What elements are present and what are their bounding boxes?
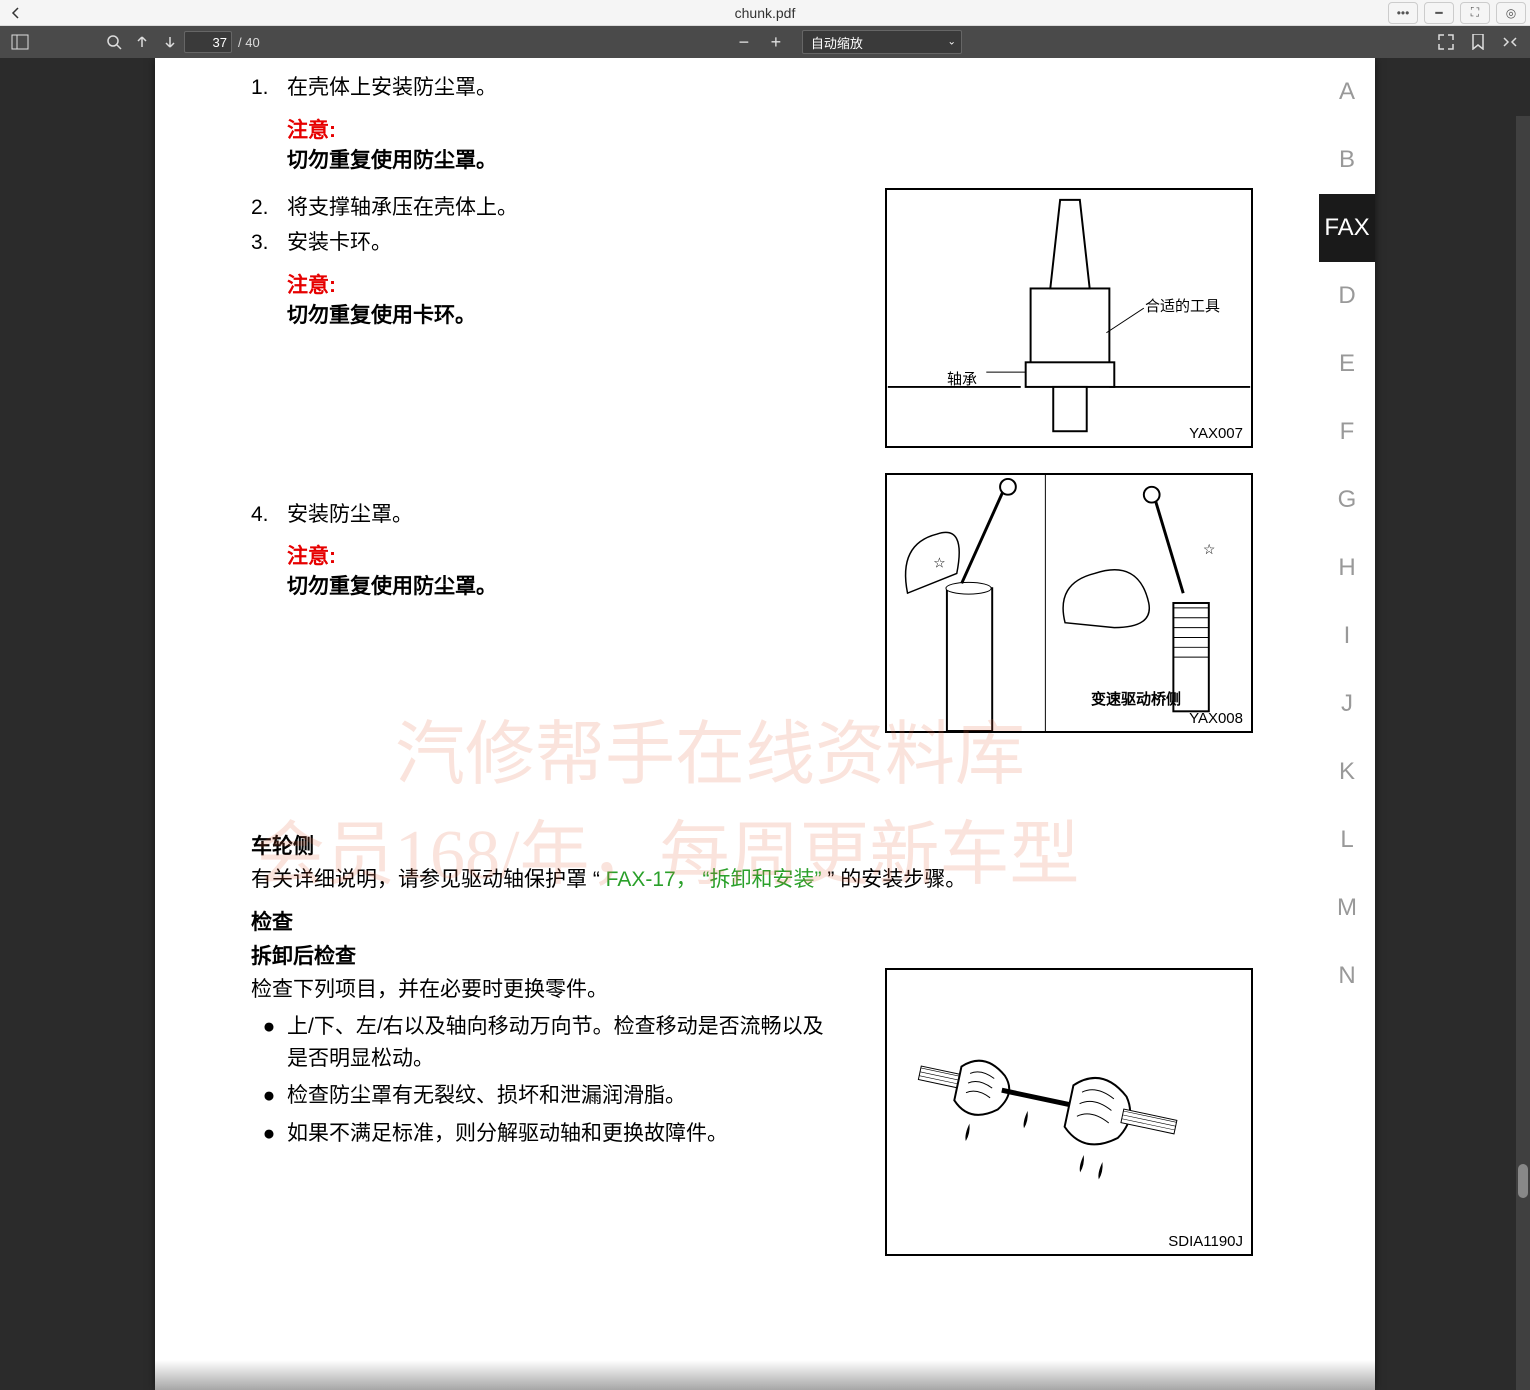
back-button[interactable] bbox=[4, 1, 28, 25]
zoom-in-button[interactable]: + bbox=[762, 28, 790, 56]
list-item: ● 检查防尘罩有无裂纹、损坏和泄漏润滑脂。 bbox=[251, 1080, 831, 1112]
next-page-button[interactable] bbox=[156, 28, 184, 56]
list-item: 3. 安装卡环。 bbox=[251, 227, 891, 259]
section-tab-fax[interactable]: FAX bbox=[1319, 194, 1375, 262]
prev-page-button[interactable] bbox=[128, 28, 156, 56]
wheel-side-heading: 车轮侧 bbox=[251, 830, 1335, 860]
bullet-text: 检查防尘罩有无裂纹、损坏和泄漏润滑脂。 bbox=[287, 1080, 686, 1112]
zoom-out-button[interactable]: − bbox=[730, 28, 758, 56]
figure-yax008: ☆ ☆ 变速驱动桥侧 YAX008 bbox=[885, 473, 1253, 733]
section-tab-e[interactable]: E bbox=[1319, 330, 1375, 398]
svg-text:☆: ☆ bbox=[1203, 542, 1215, 557]
bullet-text: 如果不满足标准，则分解驱动轴和更换故障件。 bbox=[287, 1118, 728, 1150]
svg-text:☆: ☆ bbox=[933, 556, 945, 571]
bullet-text: 上/下、左/右以及轴向移动万向节。检查移动是否流畅以及是否明显松动。 bbox=[287, 1011, 831, 1074]
caution-text: 切勿重复使用防尘罩。 bbox=[287, 144, 891, 174]
scrollbar-thumb[interactable] bbox=[1518, 1164, 1528, 1198]
list-item: ● 如果不满足标准，则分解驱动轴和更换故障件。 bbox=[251, 1118, 831, 1150]
section-tab-d[interactable]: D bbox=[1319, 262, 1375, 330]
step-text: 安装卡环。 bbox=[287, 227, 392, 259]
caution-label: 注意: bbox=[287, 269, 891, 299]
caution-text: 切勿重复使用防尘罩。 bbox=[287, 570, 891, 600]
bullet-icon: ● bbox=[251, 1080, 287, 1112]
more-button[interactable]: ••• bbox=[1388, 2, 1418, 24]
figure-yax007: 轴承 合适的工具 YAX007 bbox=[885, 188, 1253, 448]
bookmark-button[interactable] bbox=[1464, 28, 1492, 56]
list-item: 1. 在壳体上安装防尘罩。 bbox=[251, 72, 891, 104]
section-tabs: ABFAXDEFGHIJKLMN bbox=[1319, 58, 1375, 1010]
figure-id-label: SDIA1190J bbox=[1168, 1233, 1243, 1250]
caution-label: 注意: bbox=[287, 540, 891, 570]
figure-tool-label: 合适的工具 bbox=[1145, 295, 1220, 316]
target-button[interactable]: ◎ bbox=[1496, 2, 1526, 24]
pdf-page: 1. 在壳体上安装防尘罩。 注意: 切勿重复使用防尘罩。 2. 将支撑轴承压在壳… bbox=[155, 58, 1375, 1390]
caution-text: 切勿重复使用卡环。 bbox=[287, 299, 891, 329]
scrollbar-track[interactable] bbox=[1516, 116, 1530, 1390]
step-text: 安装防尘罩。 bbox=[287, 499, 413, 531]
figure-sdia1190j: SDIA1190J bbox=[885, 968, 1253, 1256]
section-tab-l[interactable]: L bbox=[1319, 806, 1375, 874]
section-tab-k[interactable]: K bbox=[1319, 738, 1375, 806]
tools-button[interactable] bbox=[1496, 28, 1524, 56]
caution-label: 注意: bbox=[287, 114, 891, 144]
section-tab-i[interactable]: I bbox=[1319, 602, 1375, 670]
step-number: 2. bbox=[251, 192, 287, 224]
wheel-side-text: 有关详细说明，请参见驱动轴保护罩 “ FAX-17， “拆卸和安装” ” 的安装… bbox=[251, 864, 1335, 896]
section-tab-j[interactable]: J bbox=[1319, 670, 1375, 738]
step-number: 1. bbox=[251, 72, 287, 104]
figure-bearing-label: 轴承 bbox=[947, 368, 977, 389]
figure-id-label: YAX008 bbox=[1189, 710, 1243, 727]
window-title: chunk.pdf bbox=[735, 5, 796, 21]
minimize-button[interactable]: ━ bbox=[1424, 2, 1454, 24]
pdf-viewer: 1. 在壳体上安装防尘罩。 注意: 切勿重复使用防尘罩。 2. 将支撑轴承压在壳… bbox=[0, 58, 1530, 1390]
section-tab-a[interactable]: A bbox=[1319, 58, 1375, 126]
presentation-button[interactable] bbox=[1432, 28, 1460, 56]
list-item: ● 上/下、左/右以及轴向移动万向节。检查移动是否流畅以及是否明显松动。 bbox=[251, 1011, 831, 1074]
figure-side-label: 变速驱动桥侧 bbox=[1091, 688, 1181, 709]
search-button[interactable] bbox=[100, 28, 128, 56]
wheel-side-post: ” 的安装步骤。 bbox=[822, 868, 967, 891]
fax-link[interactable]: FAX-17， “拆卸和安装” bbox=[606, 868, 822, 891]
section-tab-b[interactable]: B bbox=[1319, 126, 1375, 194]
pdf-toolbar: / 40 − + 自动缩放 ⌄ bbox=[0, 26, 1530, 58]
bullet-icon: ● bbox=[251, 1118, 287, 1150]
list-item: 2. 将支撑轴承压在壳体上。 bbox=[251, 192, 891, 224]
step-text: 在壳体上安装防尘罩。 bbox=[287, 72, 497, 104]
page-number-input[interactable] bbox=[184, 31, 232, 53]
list-item: 4. 安装防尘罩。 bbox=[251, 499, 891, 531]
window-controls: ••• ━ ⛶ ◎ bbox=[1388, 2, 1526, 24]
section-tab-g[interactable]: G bbox=[1319, 466, 1375, 534]
step-text: 将支撑轴承压在壳体上。 bbox=[287, 192, 518, 224]
zoom-select-label: 自动缩放 bbox=[811, 33, 863, 52]
zoom-select[interactable]: 自动缩放 bbox=[802, 30, 962, 54]
section-tab-n[interactable]: N bbox=[1319, 942, 1375, 1010]
wheel-side-pre: 有关详细说明，请参见驱动轴保护罩 “ bbox=[251, 868, 606, 891]
section-tab-f[interactable]: F bbox=[1319, 398, 1375, 466]
bullet-icon: ● bbox=[251, 1011, 287, 1074]
step-number: 3. bbox=[251, 227, 287, 259]
section-tab-h[interactable]: H bbox=[1319, 534, 1375, 602]
figure-id-label: YAX007 bbox=[1189, 425, 1243, 442]
inspect-heading: 检查 bbox=[251, 906, 1335, 936]
page-total-label: / 40 bbox=[238, 35, 260, 50]
section-tab-m[interactable]: M bbox=[1319, 874, 1375, 942]
step-number: 4. bbox=[251, 499, 287, 531]
window-titlebar: chunk.pdf ••• ━ ⛶ ◎ bbox=[0, 0, 1530, 26]
after-remove-heading: 拆卸后检查 bbox=[251, 940, 1335, 970]
maximize-button[interactable]: ⛶ bbox=[1460, 2, 1490, 24]
sidebar-toggle-button[interactable] bbox=[6, 28, 34, 56]
